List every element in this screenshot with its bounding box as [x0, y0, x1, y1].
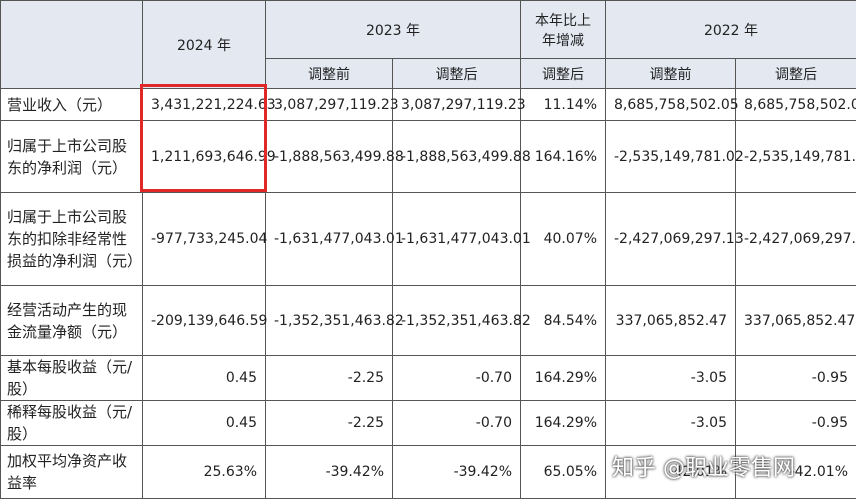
value-cell: 25.63%	[142, 445, 266, 499]
value-cell: -977,733,245.04	[142, 192, 267, 286]
value-cell: -1,631,477,043.01	[265, 192, 404, 286]
value-cell: 164.29%	[520, 355, 606, 401]
value-cell: -42.01%	[605, 445, 736, 499]
row-label: 加权平均净资产收益率	[0, 445, 143, 499]
value-cell: 164.29%	[520, 400, 606, 446]
value-cell: 0.45	[142, 355, 266, 401]
value-cell: -0.95	[735, 400, 856, 446]
value-cell: -0.70	[392, 355, 521, 401]
highlight-box	[140, 84, 267, 192]
value-cell: -3.05	[605, 355, 736, 401]
row-label: 归属于上市公司股东的扣除非经常性损益的净利润（元）	[0, 192, 143, 286]
value-cell: 3,431,221,224.63	[142, 88, 276, 121]
value-cell: 3,087,297,119.23	[392, 88, 526, 121]
table-row: 归属于上市公司股东的扣除非经常性损益的净利润（元） -977,733,245.04…	[0, 192, 856, 286]
value-cell: -42.01%	[735, 445, 856, 499]
table-row: 基本每股收益（元/股） 0.45 -2.25 -0.70 164.29% -3.05 -0.…	[0, 355, 856, 401]
value-cell: -39.42%	[265, 445, 393, 499]
value-cell: -2.25	[265, 400, 393, 446]
value-cell: 8,685,758,502.05	[605, 88, 739, 121]
subheader-cell: 调整前	[605, 58, 736, 89]
header-cell: 2024 年	[142, 0, 266, 89]
header-cell: 2023 年	[265, 0, 521, 59]
value-cell: -3.05	[605, 400, 736, 446]
value-cell: 65.05%	[520, 445, 606, 499]
header-cell: 本年比上年增减	[520, 0, 606, 59]
subheader-cell: 调整前	[265, 58, 393, 89]
table-row: 加权平均净资产收益率 25.63% -39.42% -39.42% 65.05% -42.…	[0, 445, 856, 499]
value-cell: -2,535,149,781.02	[735, 120, 856, 193]
value-cell: 11.14%	[520, 88, 606, 121]
value-cell: -2,427,069,297.13	[735, 192, 856, 286]
value-cell: -2.25	[265, 355, 393, 401]
value-cell: -1,888,563,499.88	[265, 120, 404, 193]
value-cell: -1,631,477,043.01	[392, 192, 531, 286]
value-cell: -2,535,149,781.02	[605, 120, 744, 193]
value-cell: 84.54%	[520, 285, 606, 356]
value-cell: -0.95	[735, 355, 856, 401]
value-cell: 8,685,758,502.05	[735, 88, 856, 121]
value-cell: -0.70	[392, 400, 521, 446]
value-cell: 3,087,297,119.23	[265, 88, 399, 121]
value-cell: -39.42%	[392, 445, 521, 499]
value-cell: 337,065,852.47	[605, 285, 736, 356]
table-row: 稀释每股收益（元/股） 0.45 -2.25 -0.70 164.29% -3.05 -0.…	[0, 400, 856, 446]
table-row: 经营活动产生的现金流量净额（元） -209,139,646.59 -1,352,35…	[0, 285, 856, 356]
value-cell: 164.16%	[520, 120, 606, 193]
value-cell: 0.45	[142, 400, 266, 446]
row-label: 基本每股收益（元/股）	[0, 355, 143, 401]
value-cell: -209,139,646.59	[142, 285, 267, 356]
value-cell: -1,352,351,463.82	[392, 285, 531, 356]
watermark: 知乎 @职业零售网	[612, 456, 795, 481]
value-cell: 40.07%	[520, 192, 606, 286]
value-cell: -1,352,351,463.82	[265, 285, 404, 356]
value-cell: 1,211,693,646.99	[142, 120, 276, 193]
value-cell: 337,065,852.47	[735, 285, 856, 356]
value-cell: -1,888,563,499.88	[392, 120, 531, 193]
table-row: 营业收入（元） 3,431,221,224.63 3,087,297,119.23 3…	[0, 88, 856, 121]
table-row: 归属于上市公司股东的净利润（元） 1,211,693,646.99 -1,888,5…	[0, 120, 856, 193]
row-label: 营业收入（元）	[0, 88, 143, 121]
row-label: 归属于上市公司股东的净利润（元）	[0, 120, 143, 193]
subheader-cell: 调整后	[520, 58, 606, 89]
corner	[0, 0, 143, 89]
row-label: 经营活动产生的现金流量净额（元）	[0, 285, 143, 356]
header-cell: 2022 年	[605, 0, 856, 59]
subheader-cell: 调整后	[392, 58, 521, 89]
row-label: 稀释每股收益（元/股）	[0, 400, 143, 446]
subheader-cell: 调整后	[735, 58, 856, 89]
value-cell: -2,427,069,297.13	[605, 192, 744, 286]
